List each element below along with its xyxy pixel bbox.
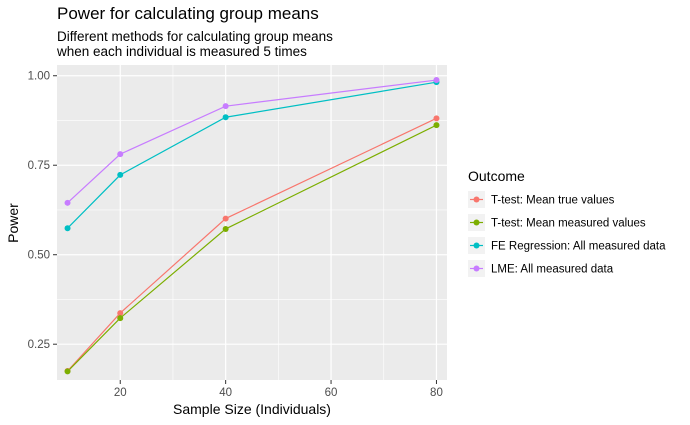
series-line-3 — [67, 81, 437, 229]
y-axis-title: Power — [5, 203, 21, 243]
series-3-point — [117, 171, 124, 178]
series-line-4 — [67, 79, 437, 204]
x-tick-label: 40 — [219, 387, 232, 399]
legend-key-point — [473, 219, 480, 226]
legend-key-point — [473, 265, 480, 272]
legend-key-point — [473, 242, 480, 249]
series-4-point — [433, 77, 440, 84]
series-2-point — [117, 315, 124, 322]
legend-label-2: T-test: Mean measured values — [491, 218, 646, 230]
series-4-point — [117, 151, 124, 158]
x-axis-title: Sample Size (Individuals) — [173, 401, 331, 417]
series-3-point — [222, 114, 229, 121]
y-tick-label: 0.25 — [28, 339, 50, 351]
major-gridlines — [57, 65, 447, 380]
chart-title: Power for calculating group means — [57, 4, 319, 23]
series-layer — [64, 77, 440, 375]
legend-key-point — [473, 196, 480, 203]
y-tick-label: 0.75 — [28, 160, 50, 172]
x-tick-label: 80 — [430, 387, 443, 399]
series-4-point — [64, 199, 71, 206]
y-tick-label: 1.00 — [28, 71, 50, 83]
axis-ticks: 20 40 60 80 0.25 0.50 0.75 1.00 — [28, 71, 443, 399]
chart-subtitle-line-1: Different methods for calculating group … — [57, 29, 333, 44]
y-tick-label: 0.50 — [28, 250, 50, 262]
x-tick-label: 60 — [325, 387, 338, 399]
series-1-point — [222, 215, 229, 222]
legend: T-test: Mean true values T-test: Mean mea… — [468, 191, 666, 277]
minor-gridlines — [57, 65, 447, 380]
series-2-point — [64, 368, 71, 375]
series-line-2 — [67, 124, 437, 372]
series-4-point — [222, 103, 229, 110]
legend-label-4: LME: All measured data — [491, 264, 614, 276]
chart-subtitle-line-2: when each individual is measured 5 times — [56, 44, 307, 59]
plot-panel — [57, 65, 447, 380]
series-3-point — [64, 225, 71, 232]
legend-label-1: T-test: Mean true values — [491, 195, 615, 207]
series-line-1 — [67, 117, 437, 372]
x-tick-label: 20 — [114, 387, 127, 399]
series-2-point — [433, 122, 440, 129]
legend-label-3: FE Regression: All measured data — [491, 241, 666, 253]
series-1-point — [117, 310, 124, 317]
legend-title: Outcome — [468, 168, 525, 184]
series-2-point — [222, 225, 229, 232]
series-1-point — [433, 115, 440, 122]
